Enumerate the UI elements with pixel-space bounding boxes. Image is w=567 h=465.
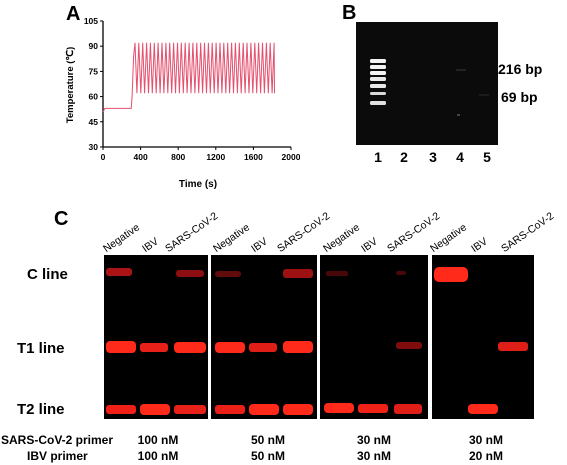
- lane-number-2: 2: [400, 149, 408, 165]
- strip-group-3: [320, 255, 428, 419]
- x-tick-label: 1600: [244, 152, 263, 162]
- g1-ibv-primer-value: 100 nM: [137, 449, 179, 463]
- lane-number-4: 4: [456, 149, 464, 165]
- col-header-g2-negative: Negative: [211, 221, 252, 255]
- g2-sars-primer-value: 50 nM: [250, 433, 285, 447]
- col-header-g1-negative: Negative: [101, 221, 142, 255]
- g2-ibv-primer-value: 50 nM: [250, 449, 285, 463]
- gel-bands: [370, 59, 489, 116]
- y-tick-label: 75: [89, 66, 99, 76]
- y-axis-label: Temperature (℃): [65, 47, 76, 123]
- x-tick-label: 400: [134, 152, 148, 162]
- lane-number-5: 5: [483, 149, 491, 165]
- g1-sars-primer-value: 100 nM: [137, 433, 179, 447]
- sars-primer-label: SARS-CoV-2 primer: [1, 433, 114, 447]
- col-header-g4-negative: Negative: [428, 221, 469, 255]
- g3-ibv-primer-value: 30 nM: [356, 449, 391, 463]
- temperature-series-line: [102, 42, 275, 112]
- y-tick-label: 45: [89, 117, 99, 127]
- col-header-g1-ibv: IBV: [140, 235, 161, 255]
- y-tick-label: 105: [84, 16, 98, 26]
- y-tick-label: 60: [89, 92, 99, 102]
- x-tick-label: 2000: [282, 152, 300, 162]
- x-tick-label: 800: [171, 152, 185, 162]
- col-header-g1-sars: SARS-CoV-2: [163, 210, 221, 255]
- col-header-g2-ibv: IBV: [249, 235, 270, 255]
- y-tick-label: 90: [89, 41, 99, 51]
- band-69bp-label: 69 bp: [501, 89, 538, 105]
- row-label-t1-line: T1 line: [17, 340, 65, 357]
- x-axis-label: Time (s): [179, 179, 217, 190]
- strip-group-1: [104, 255, 208, 419]
- temperature-chart: 30 45 60 75 90 105 0 400 800 1200 1600 2000 Time (s…: [65, 16, 300, 190]
- col-header-g4-ibv: IBV: [469, 235, 490, 255]
- g3-sars-primer-value: 30 nM: [356, 433, 391, 447]
- strip-group-4: [432, 255, 534, 419]
- col-header-g3-ibv: IBV: [359, 235, 380, 255]
- lane4-faint-band: [456, 69, 466, 71]
- y-tick-label: 30: [89, 142, 99, 152]
- ibv-primer-label: IBV primer: [27, 449, 88, 463]
- col-header-g4-sars: SARS-CoV-2: [499, 210, 557, 255]
- lane4-spot: [457, 114, 460, 116]
- panel-c-letter: C: [54, 208, 69, 230]
- ladder-bands: [370, 59, 386, 105]
- row-label-t2-line: T2 line: [17, 401, 65, 418]
- row-label-c-line: C line: [27, 266, 68, 283]
- band-216bp-label: 216 bp: [498, 61, 543, 77]
- lane5-faint-band: [479, 94, 489, 96]
- x-tick-label: 1200: [206, 152, 225, 162]
- strip-group-2: [211, 255, 317, 419]
- lane-number-1: 1: [374, 149, 382, 165]
- x-tick-label: 0: [101, 152, 106, 162]
- agarose-gel-image: [356, 22, 498, 145]
- col-header-g3-negative: Negative: [321, 221, 362, 255]
- g4-sars-primer-value: 30 nM: [468, 433, 503, 447]
- lane-number-3: 3: [429, 149, 437, 165]
- g4-ibv-primer-value: 20 nM: [468, 449, 503, 463]
- panel-b-letter: B: [342, 2, 357, 24]
- panel-a-letter: A: [66, 3, 81, 25]
